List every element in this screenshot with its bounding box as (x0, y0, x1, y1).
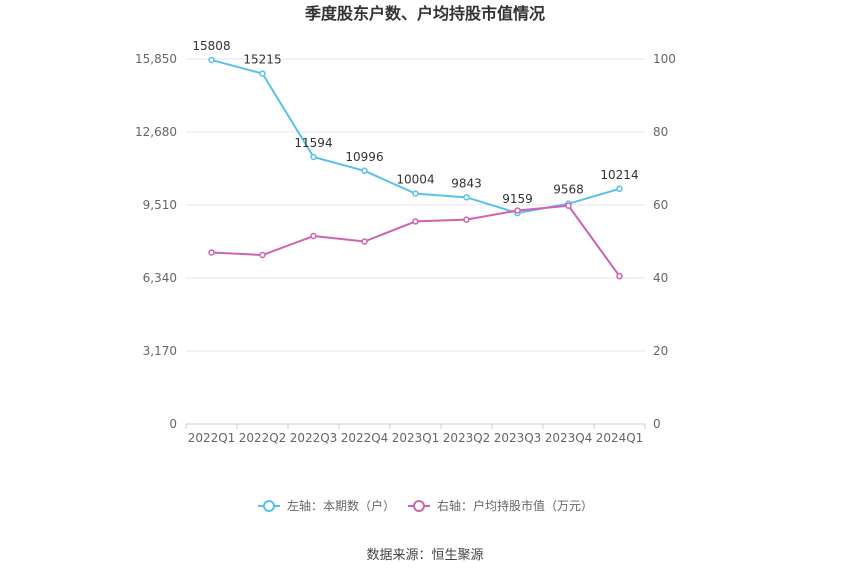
data-point-right[interactable] (616, 272, 623, 280)
left-tick-label: 0 (169, 417, 177, 431)
data-label: 15808 (192, 39, 230, 53)
right-tick-label: 40 (653, 271, 668, 285)
x-axis-ticks: 2022Q1 2022Q2 2022Q3 2022Q4 2023Q1 2023Q2 2023… (185, 423, 646, 445)
data-label: 9159 (502, 192, 533, 206)
legend-label-right[interactable]: 右轴：户均持股市值（万元） (437, 498, 593, 513)
data-label: 10996 (345, 150, 383, 164)
data-point-left[interactable] (616, 185, 623, 193)
legend-marker-left (263, 500, 275, 512)
x-tick-label: 2024Q1 (596, 431, 644, 445)
left-tick-label: 12,680 (135, 125, 177, 139)
grid-lines (186, 58, 645, 352)
right-axis-ticks: 0 20 40 60 80 100 (653, 52, 676, 431)
x-tick-label: 2022Q1 (188, 431, 236, 445)
data-label: 15215 (243, 53, 281, 67)
left-tick-label: 3,170 (143, 344, 177, 358)
legend[interactable]: 左轴：本期数（户） 右轴：户均持股市值（万元） (258, 498, 593, 513)
chart-title: 季度股东户数、户均持股市值情况 (304, 4, 545, 23)
x-tick-label: 2022Q4 (341, 431, 389, 445)
left-tick-label: 9,510 (143, 198, 177, 212)
x-tick-label: 2023Q3 (494, 431, 542, 445)
legend-label-left[interactable]: 左轴：本期数（户） (287, 498, 395, 513)
data-point-left[interactable] (412, 190, 419, 197)
legend-marker-right (413, 500, 425, 512)
data-point-right[interactable] (208, 249, 215, 256)
right-tick-label: 20 (653, 344, 668, 358)
right-tick-label: 80 (653, 125, 668, 139)
x-tick-label: 2023Q4 (545, 431, 593, 445)
data-label: 9843 (451, 176, 482, 190)
data-point-right[interactable] (259, 251, 266, 259)
data-point-right[interactable] (361, 238, 368, 245)
data-point-right[interactable] (565, 202, 572, 209)
x-tick-label: 2022Q3 (290, 431, 338, 445)
data-point-right[interactable] (514, 207, 521, 214)
series-group: 15808 15215 11594 10996 10004 9843 9159 9568 102… (192, 39, 639, 280)
left-tick-label: 6,340 (143, 271, 177, 285)
data-label: 9568 (553, 183, 584, 197)
x-tick-label: 2022Q2 (239, 431, 287, 445)
left-axis-ticks: 0 3,170 6,340 9,510 12,680 15,850 (135, 52, 177, 431)
data-label: 11594 (294, 136, 332, 150)
data-point-left[interactable] (361, 167, 368, 175)
right-tick-label: 100 (653, 52, 676, 66)
data-point-right[interactable] (310, 232, 317, 240)
x-tick-label: 2023Q1 (392, 431, 440, 445)
data-point-left[interactable] (259, 70, 266, 77)
data-point-left[interactable] (208, 56, 215, 64)
data-point-left[interactable] (463, 194, 470, 201)
data-point-right[interactable] (463, 216, 470, 223)
data-label: 10214 (600, 168, 638, 182)
x-tick-label: 2023Q2 (443, 431, 491, 445)
left-tick-label: 15,850 (135, 52, 177, 66)
source-note: 数据来源：恒生聚源 (366, 548, 483, 563)
right-tick-label: 0 (653, 417, 661, 431)
data-label: 10004 (396, 173, 434, 187)
series-line-right (211, 204, 621, 277)
data-point-left[interactable] (310, 153, 317, 161)
data-point-right[interactable] (412, 218, 419, 225)
right-tick-label: 60 (653, 198, 668, 212)
